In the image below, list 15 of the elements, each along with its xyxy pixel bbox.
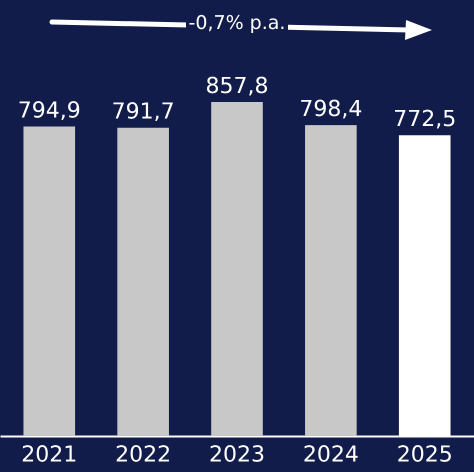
text: -0,7% p.a. (186, 12, 288, 34)
x-tick-label: 2025 (396, 442, 453, 468)
data-label: 798,4 (299, 97, 362, 122)
x-tick-label: 2022 (115, 442, 172, 468)
bar (117, 128, 169, 436)
data-label: 791,7 (112, 100, 175, 125)
data-label: 857,8 (206, 74, 268, 99)
data-label: 794,9 (18, 98, 81, 124)
bar (211, 102, 263, 436)
bar (305, 125, 357, 436)
x-tick-label: 2023 (209, 442, 265, 468)
data-label: 772,5 (393, 107, 456, 132)
bar (23, 126, 76, 436)
x-tick-label: 2021 (21, 442, 78, 468)
x-tick-label: 2024 (302, 442, 359, 468)
